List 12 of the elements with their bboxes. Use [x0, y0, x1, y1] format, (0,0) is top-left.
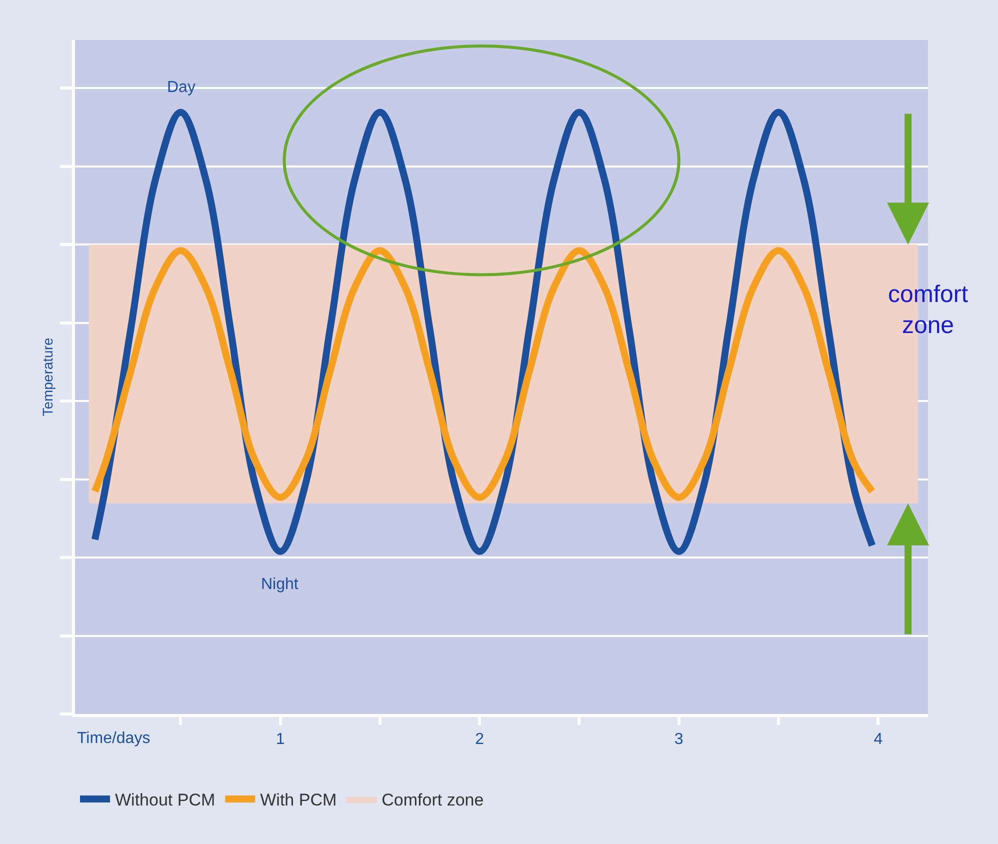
legend-label: Without PCM [115, 790, 216, 810]
annotation: Day [167, 79, 196, 96]
x-axis-title: Time/days [77, 730, 150, 747]
x-tick-label: 4 [874, 731, 883, 748]
x-tick-label: 2 [475, 731, 484, 748]
legend-label: With PCM [260, 790, 337, 810]
x-tick-label: 3 [674, 731, 684, 748]
annotation: Night [261, 576, 299, 593]
legend-label: Comfort zone [382, 790, 484, 810]
annotation: comfort zone [888, 281, 968, 340]
x-tick-label: 1 [276, 731, 285, 748]
y-axis-title: Temperature [40, 337, 56, 416]
